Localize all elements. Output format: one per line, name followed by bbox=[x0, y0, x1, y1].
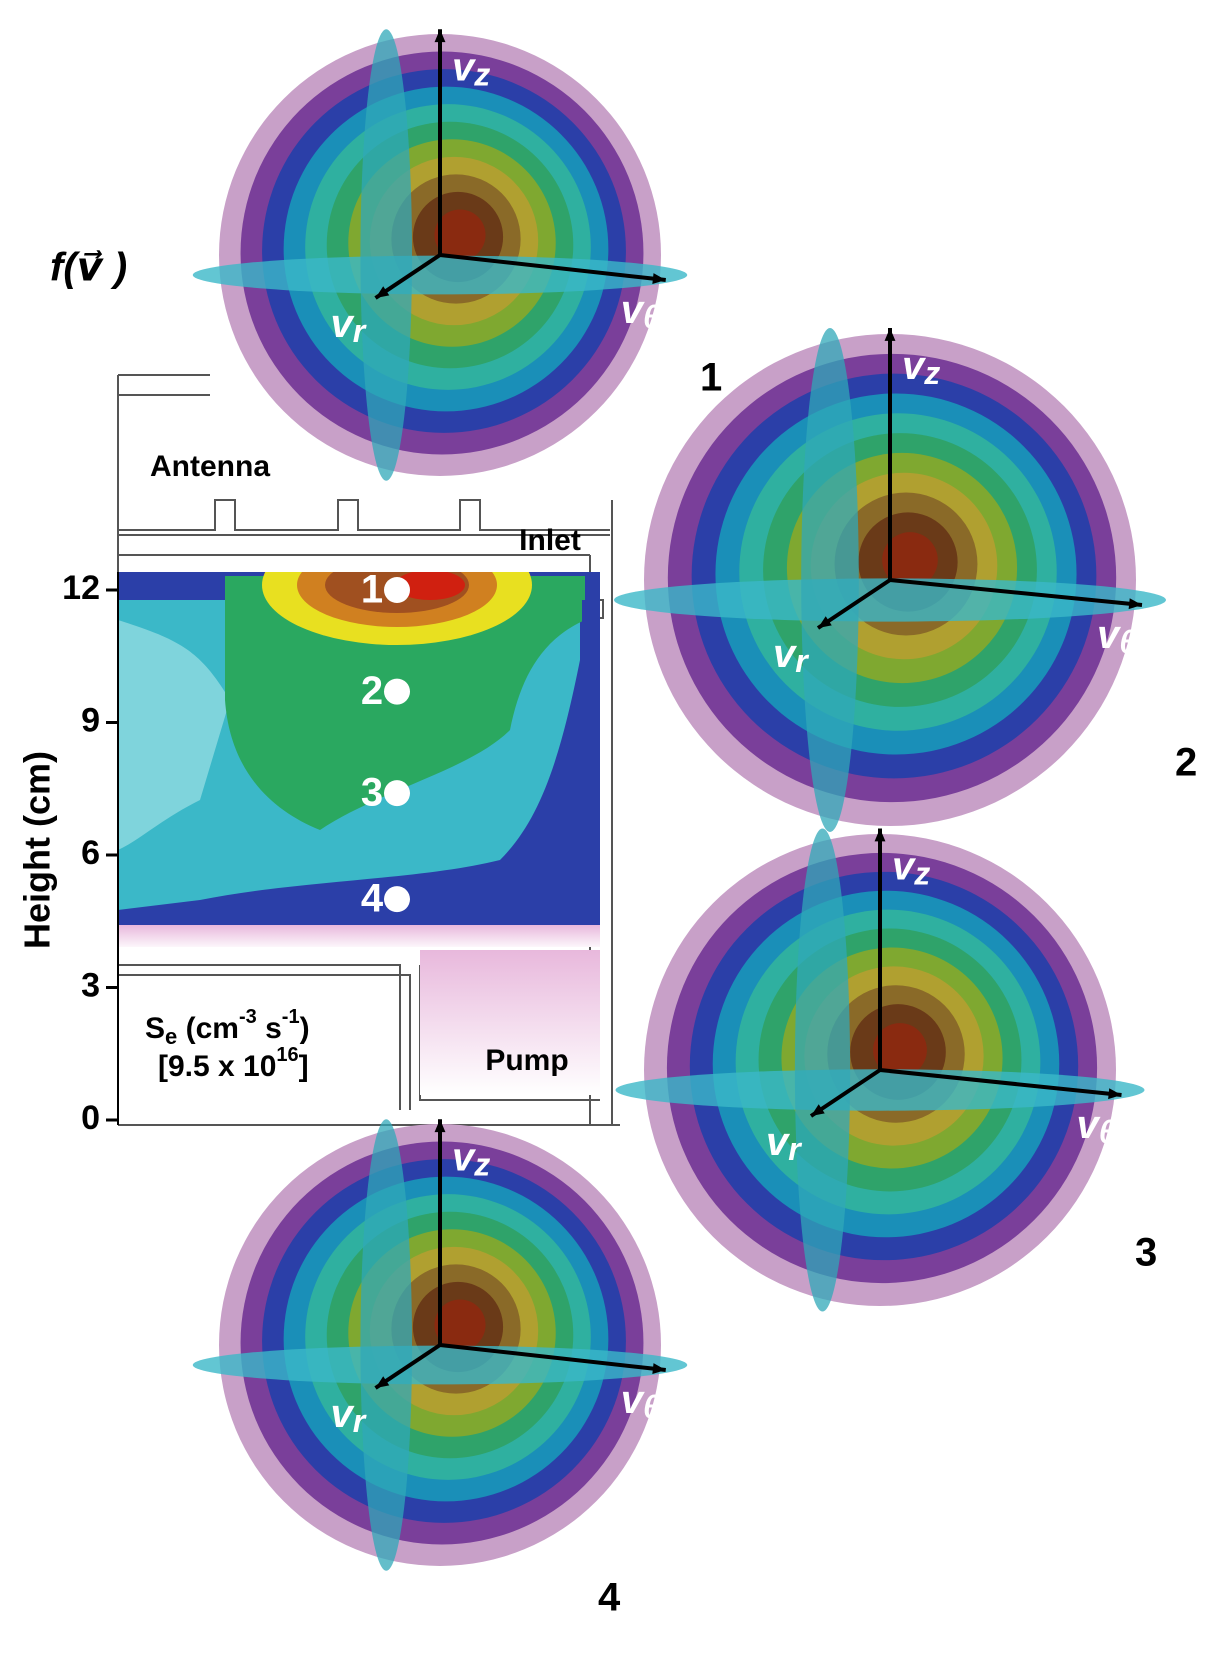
distribution-number: 3 bbox=[1135, 1231, 1157, 1275]
subscript: z bbox=[923, 355, 940, 391]
subscript: e bbox=[165, 1024, 177, 1049]
symbol: v bbox=[621, 288, 646, 332]
distribution-number: 4 bbox=[598, 1576, 621, 1620]
symbol: v bbox=[1097, 613, 1122, 657]
exponent: -1 bbox=[282, 1006, 300, 1028]
distribution-number: 2 bbox=[1175, 741, 1197, 785]
symbol: v bbox=[766, 1120, 791, 1164]
subscript: θ bbox=[643, 299, 661, 335]
scale-label: [9.5 x 1016] bbox=[158, 1044, 309, 1083]
figure: Antenna Inlet Pump Height (cm) Se (cm-3 … bbox=[0, 0, 1211, 1666]
y-tick-label: 6 bbox=[81, 834, 100, 872]
subscript: z bbox=[473, 57, 490, 93]
distribution-number: 1 bbox=[700, 356, 722, 400]
probe-point bbox=[384, 780, 410, 806]
subscript: θ bbox=[1119, 624, 1137, 660]
unit: s bbox=[257, 1012, 282, 1045]
z-slice bbox=[360, 1119, 412, 1571]
contour-shell bbox=[434, 209, 485, 260]
z-slice bbox=[801, 328, 859, 832]
y-tick-label: 12 bbox=[62, 569, 100, 607]
y-tick-label: 3 bbox=[81, 966, 100, 1004]
probe-point bbox=[384, 577, 410, 603]
unit: (cm bbox=[177, 1012, 239, 1045]
exponent: -3 bbox=[239, 1006, 257, 1028]
subscript: r bbox=[795, 643, 809, 679]
probe-label: 4 bbox=[361, 877, 384, 921]
probe-point bbox=[384, 886, 410, 912]
contour-map bbox=[118, 525, 600, 950]
antenna-label: Antenna bbox=[150, 450, 270, 483]
symbol: v bbox=[773, 632, 798, 676]
source-label: Se (cm-3 s-1) bbox=[145, 1006, 310, 1049]
symbol: v bbox=[1077, 1103, 1102, 1147]
probe-label: 3 bbox=[361, 771, 383, 815]
z-slice bbox=[360, 29, 412, 481]
symbol: v bbox=[452, 1135, 477, 1179]
unit: ) bbox=[300, 1012, 310, 1045]
y-tick-label: 0 bbox=[81, 1099, 100, 1137]
symbol: v bbox=[892, 844, 917, 888]
symbol: v bbox=[331, 1392, 356, 1436]
subscript: r bbox=[353, 313, 367, 349]
probe-label: 2 bbox=[361, 669, 383, 713]
exponent: 16 bbox=[276, 1044, 298, 1066]
subscript: r bbox=[788, 1131, 802, 1167]
symbol: v bbox=[621, 1378, 646, 1422]
subscript: θ bbox=[1099, 1114, 1117, 1150]
subscript: θ bbox=[643, 1389, 661, 1425]
z-slice bbox=[795, 829, 850, 1312]
distribution-label: f(v⃗ ) bbox=[50, 246, 127, 290]
scale: ] bbox=[299, 1050, 309, 1083]
subscript: r bbox=[353, 1403, 367, 1439]
symbol: v bbox=[331, 302, 356, 346]
probe-label: 1 bbox=[361, 568, 383, 612]
inlet-label: Inlet bbox=[519, 524, 581, 557]
contour-shell bbox=[434, 1299, 485, 1350]
symbol: v bbox=[452, 45, 477, 89]
symbol: v bbox=[902, 344, 927, 388]
subscript: z bbox=[473, 1147, 490, 1183]
y-tick-label: 9 bbox=[81, 701, 100, 739]
subscript: z bbox=[913, 856, 930, 892]
scale: [9.5 x 10 bbox=[158, 1050, 276, 1083]
symbol: S bbox=[145, 1012, 165, 1045]
axis-title: Height (cm) bbox=[17, 751, 58, 949]
probe-point bbox=[384, 679, 410, 705]
pump-label: Pump bbox=[485, 1044, 568, 1077]
